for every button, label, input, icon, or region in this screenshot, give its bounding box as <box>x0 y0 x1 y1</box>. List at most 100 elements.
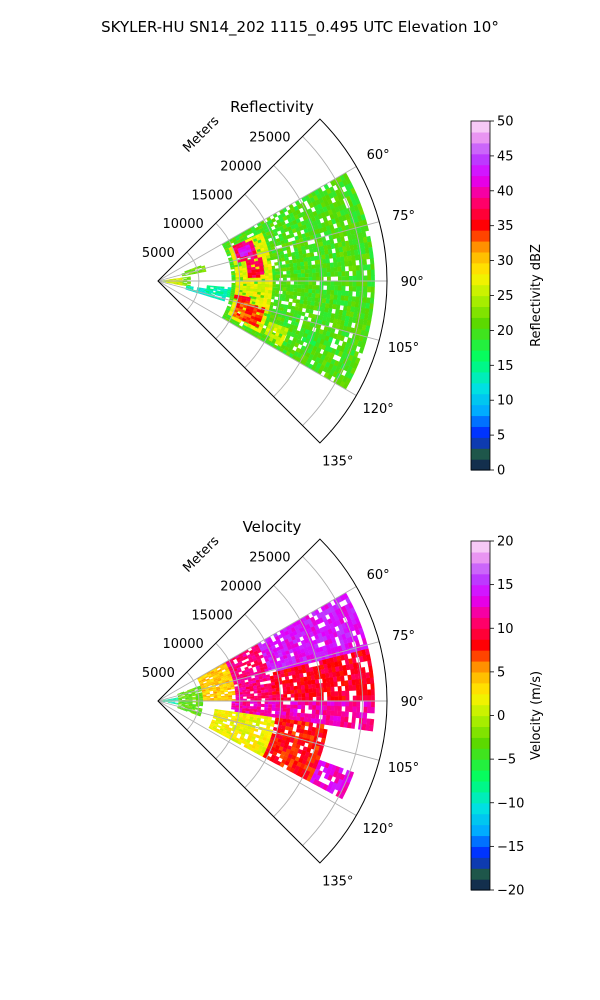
data-cell <box>344 295 349 302</box>
data-cell <box>281 334 286 340</box>
data-cell <box>332 257 338 263</box>
range-tick-label: 10000 <box>162 637 203 652</box>
echo-region <box>257 592 369 672</box>
data-cell <box>291 670 296 676</box>
data-cell <box>227 727 233 731</box>
data-cell <box>188 699 193 701</box>
data-cell <box>268 695 273 699</box>
data-cell <box>340 300 345 306</box>
data-cell <box>354 301 360 308</box>
data-cell <box>333 360 340 367</box>
data-cell <box>359 689 364 696</box>
data-cell <box>253 307 258 312</box>
data-cell <box>238 287 243 291</box>
data-cell <box>266 663 272 668</box>
data-cell <box>224 697 229 700</box>
data-cell <box>254 643 259 649</box>
data-cell <box>346 776 353 784</box>
data-cell <box>312 705 317 711</box>
data-cell <box>293 685 298 691</box>
data-cell <box>265 674 271 679</box>
data-cell <box>311 713 316 719</box>
data-cell <box>171 698 176 700</box>
data-cell <box>231 303 237 307</box>
data-cell <box>328 253 334 259</box>
data-cell <box>339 618 345 625</box>
data-cell <box>351 260 356 266</box>
data-cell <box>286 690 291 695</box>
data-cell <box>345 310 351 317</box>
data-cell <box>250 225 256 231</box>
data-cell <box>219 293 224 297</box>
data-cell <box>208 687 213 691</box>
colorbar-step <box>471 131 490 144</box>
data-cell <box>295 318 301 323</box>
data-cell <box>287 697 291 702</box>
data-cell <box>174 703 179 705</box>
data-cell <box>222 314 227 319</box>
data-cell <box>327 667 333 674</box>
data-cell <box>369 671 374 679</box>
data-cell <box>203 293 208 296</box>
data-cell <box>192 696 196 698</box>
echo-region <box>264 321 289 347</box>
colorbar-tick-label: 0 <box>497 464 505 479</box>
data-cell <box>362 259 367 266</box>
data-cell <box>278 746 284 751</box>
data-cell <box>207 682 212 685</box>
data-cell <box>253 749 258 754</box>
data-cell <box>224 310 229 315</box>
data-cell <box>337 193 343 201</box>
figure-title: SKYLER-HU SN14_202 1115_0.495 UTC Elevat… <box>101 18 499 37</box>
data-cell <box>295 218 301 224</box>
data-cell <box>230 266 235 270</box>
data-cell <box>360 341 366 349</box>
echo-region <box>262 717 328 782</box>
data-cell <box>194 267 199 270</box>
data-cell <box>322 659 328 665</box>
colorbar-step <box>471 835 490 847</box>
data-cell <box>222 662 227 666</box>
data-cell <box>311 773 318 780</box>
data-cell <box>174 698 179 699</box>
data-cell <box>296 266 302 271</box>
data-cell <box>356 701 361 707</box>
data-cell <box>236 239 242 244</box>
data-cell <box>334 285 339 291</box>
data-cell <box>216 675 221 679</box>
colorbar-step <box>471 219 490 231</box>
data-cell <box>264 272 269 277</box>
data-cell <box>364 308 370 315</box>
data-cell <box>245 718 250 722</box>
data-cell <box>286 704 291 709</box>
data-cell <box>199 702 204 704</box>
data-cell <box>305 692 310 698</box>
data-cell <box>259 666 265 671</box>
data-cell <box>200 683 204 686</box>
data-cell <box>364 247 370 254</box>
data-cell <box>339 639 345 646</box>
data-cell <box>342 592 349 600</box>
data-cell <box>304 638 310 644</box>
data-cell <box>267 295 272 300</box>
data-cell <box>249 716 254 720</box>
data-cell <box>277 222 283 228</box>
data-cell <box>321 298 327 304</box>
data-cell <box>206 695 211 698</box>
data-cell <box>300 713 305 718</box>
data-cell <box>161 280 166 281</box>
data-cell <box>275 701 280 705</box>
azimuth-spoke <box>157 280 357 396</box>
data-cell <box>280 317 286 323</box>
data-cell <box>358 208 365 216</box>
data-cell <box>262 300 268 305</box>
data-cell <box>296 740 302 746</box>
data-cell <box>312 281 317 286</box>
data-cell <box>329 677 334 683</box>
data-cell <box>235 321 241 326</box>
data-cell <box>342 179 349 187</box>
data-cell <box>246 662 252 667</box>
data-cell <box>364 648 370 656</box>
data-cell <box>206 294 211 298</box>
data-cell <box>360 275 364 282</box>
